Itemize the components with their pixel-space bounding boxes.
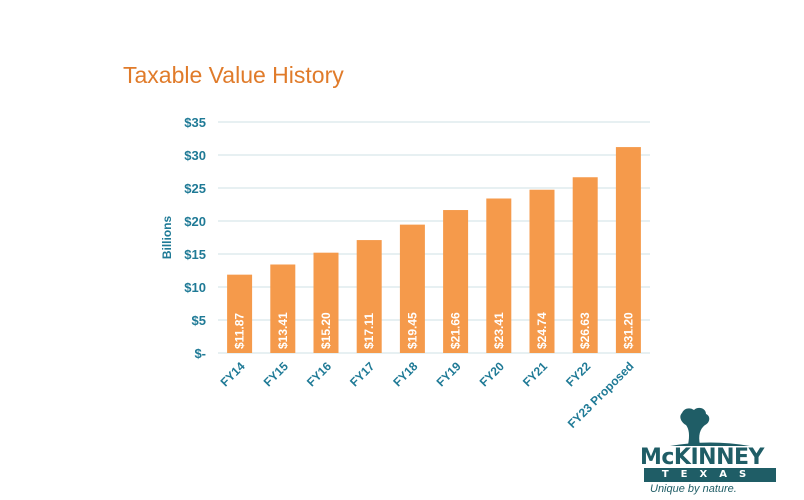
x-tick-label: FY22 [563,359,593,389]
bar [529,189,555,353]
bar [313,252,339,353]
x-tick-label: FY20 [477,359,507,389]
data-label: $31.20 [621,312,635,349]
data-label: $21.66 [449,312,463,349]
x-tick-label: FY16 [304,359,334,389]
bar [356,240,382,353]
y-tick-label: $30 [184,148,206,163]
bar [270,264,296,353]
data-label: $23.41 [492,312,506,349]
x-tick-label: FY19 [434,359,464,389]
x-tick-label: FY17 [347,359,377,389]
x-tick-label: FY21 [520,359,550,389]
data-label: $13.41 [276,312,290,349]
data-label: $19.45 [405,312,419,349]
logo-tagline: Unique by nature. [650,483,737,495]
y-tick-label: $25 [184,181,206,196]
y-tick-label: $10 [184,280,206,295]
bar [443,210,469,353]
x-tick-label: FY15 [261,359,291,389]
y-tick-label: $5 [192,313,206,328]
y-tick-label: $- [194,346,206,361]
y-tick-label: $35 [184,115,206,130]
y-tick-label: $20 [184,214,206,229]
bar [227,274,253,353]
y-axis-title: Billions [160,216,174,260]
chart-title: Taxable Value History [123,62,344,88]
mckinney-logo: McKINNEY TEXAS Unique by nature. [640,405,780,495]
bar [615,147,641,353]
data-label: $15.20 [319,312,333,349]
bar [399,224,425,353]
x-tick-label: FY18 [390,359,420,389]
data-label: $17.11 [362,313,376,349]
x-tick-label: FY14 [218,359,248,389]
logo-name: McKINNEY [640,445,764,470]
y-tick-label: $15 [184,247,206,262]
data-label: $24.74 [535,312,549,349]
bar [572,177,598,353]
bar [486,198,512,353]
tree-icon [670,407,750,446]
logo-state: TEXAS [644,468,776,482]
data-label: $26.63 [578,312,592,349]
data-label: $11.87 [233,313,247,349]
